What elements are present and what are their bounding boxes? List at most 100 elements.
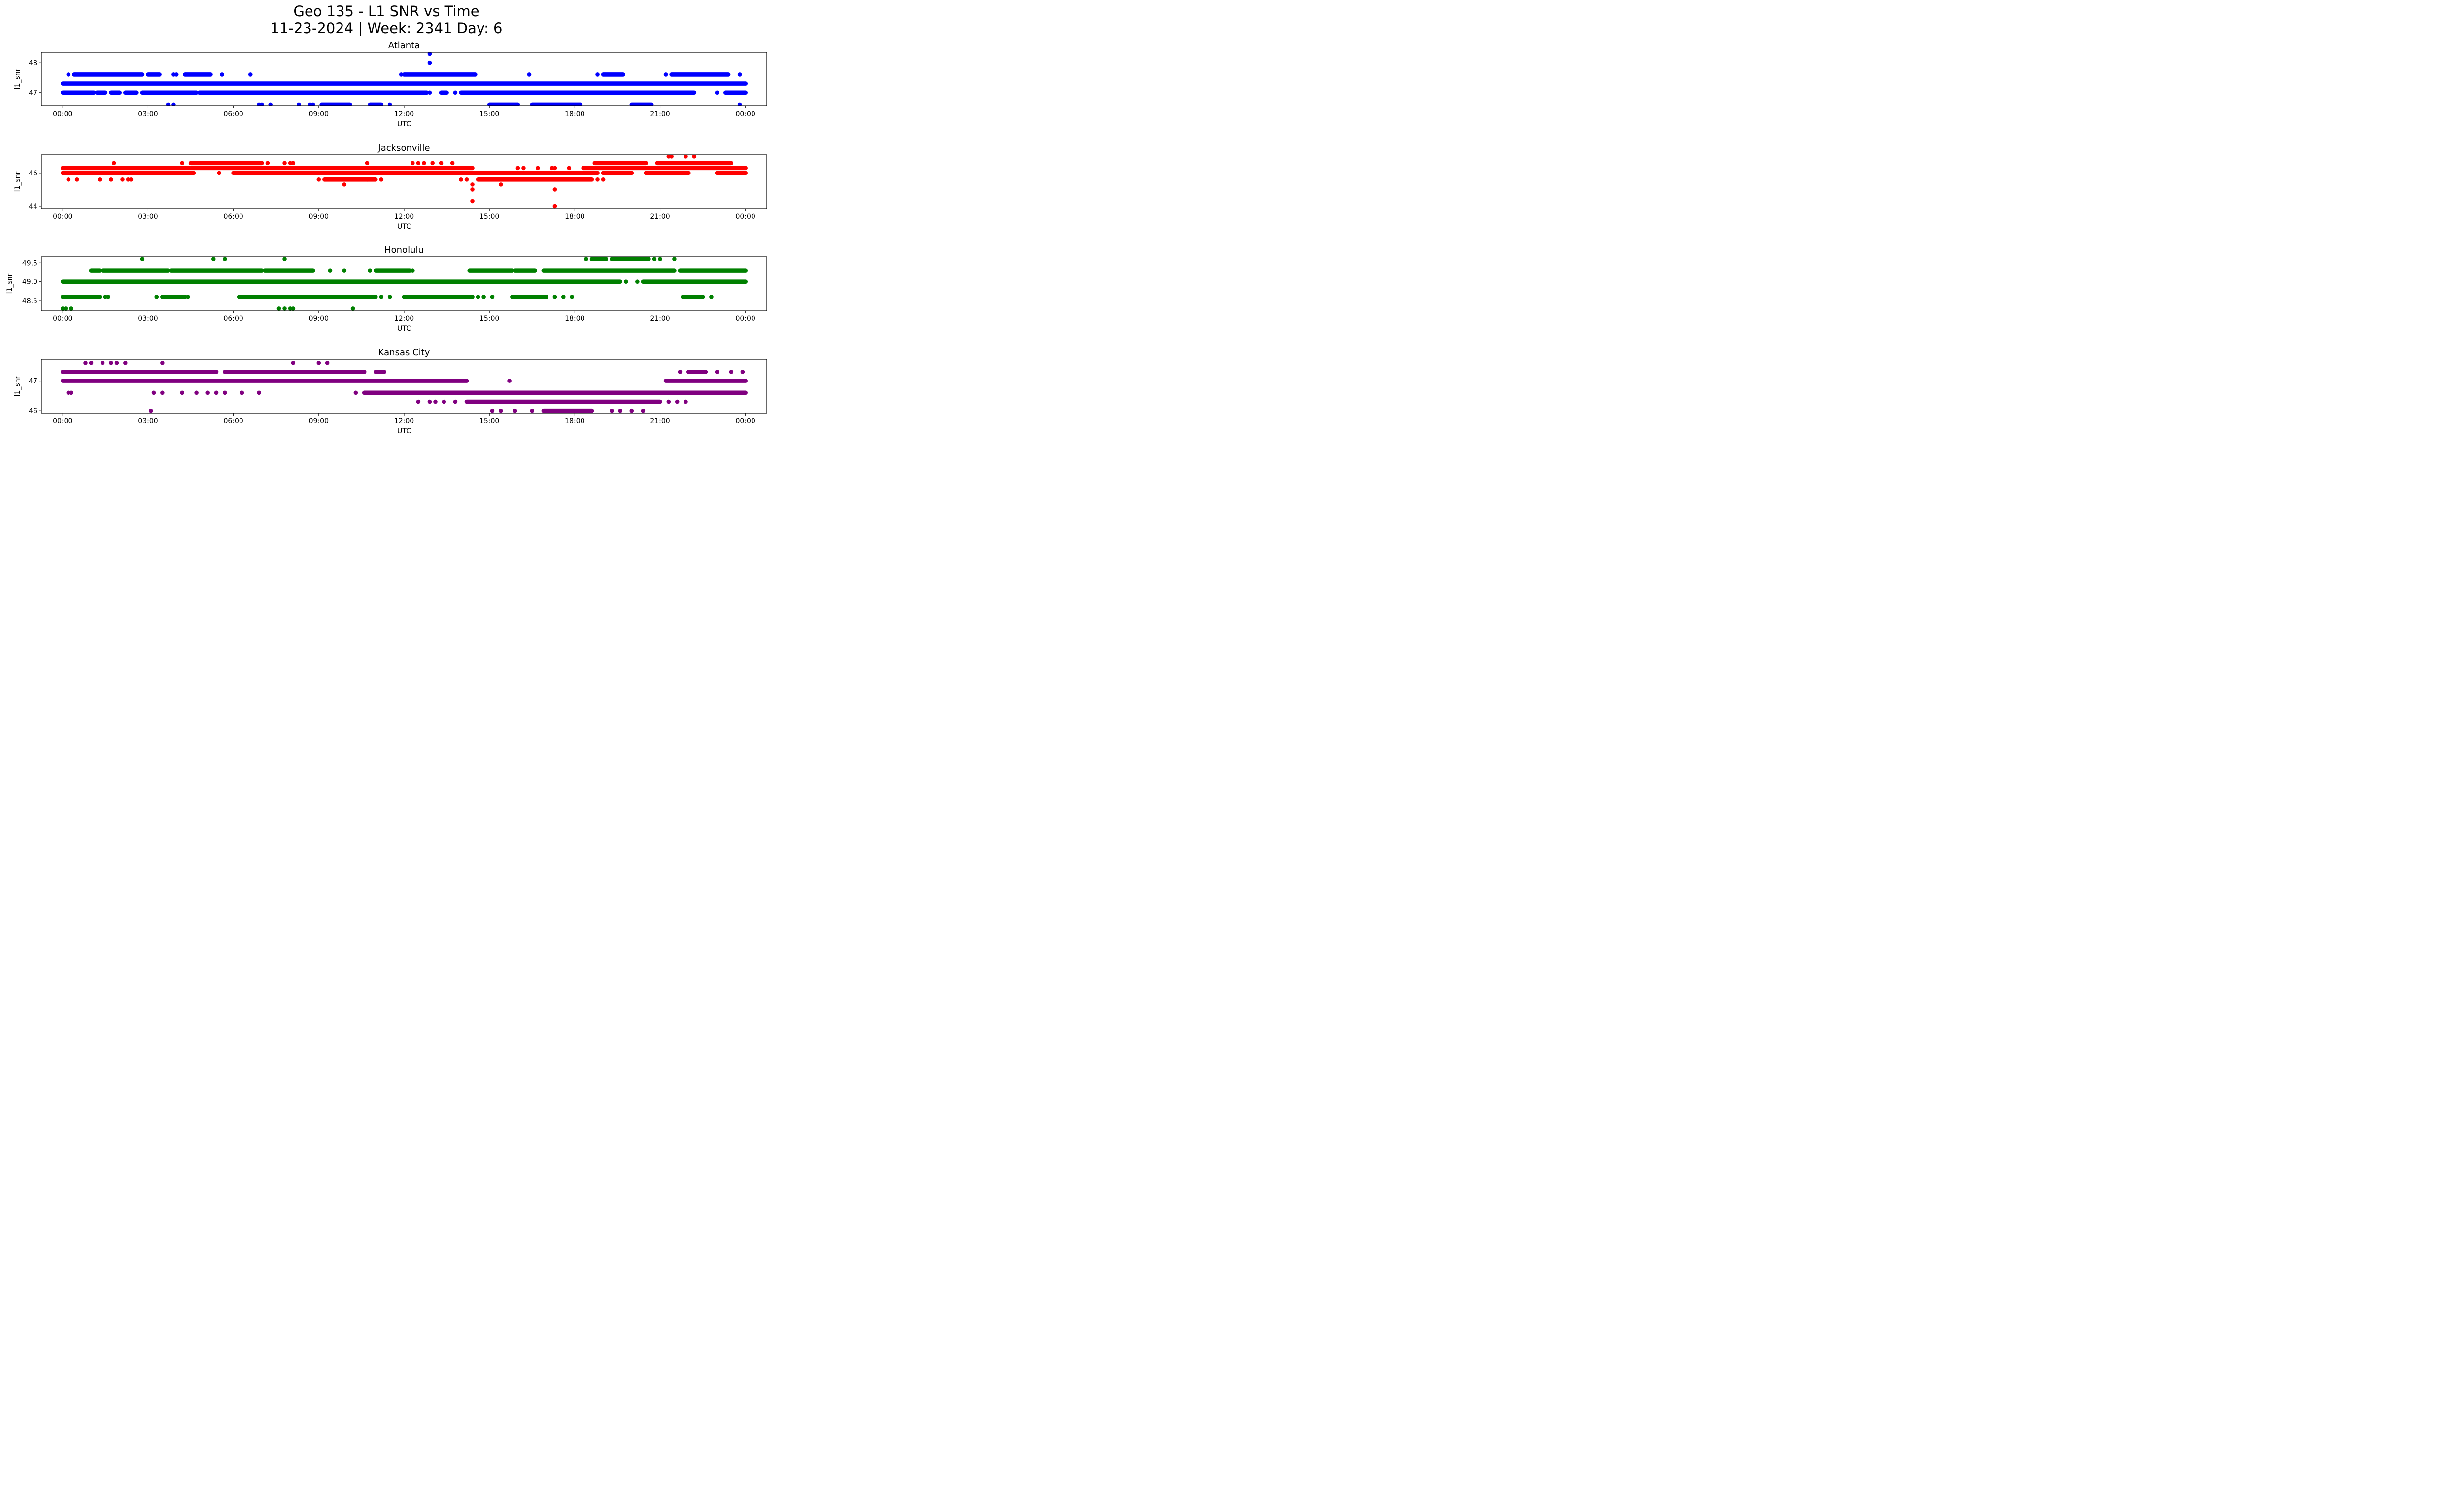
data-point (74, 177, 79, 182)
data-point (672, 257, 677, 261)
data-point-run (169, 268, 264, 273)
data-point (120, 177, 125, 182)
data-point (427, 52, 432, 56)
data-point (476, 295, 480, 299)
data-series (60, 155, 748, 209)
data-point-run (223, 370, 367, 374)
data-point-run (629, 102, 654, 106)
data-point-run (60, 90, 97, 95)
data-point-run (592, 161, 648, 166)
data-point (220, 72, 224, 77)
data-point (83, 360, 88, 365)
data-point (411, 268, 415, 273)
panel-honolulu: Honolulu 00:00 03:00 06:00 09:00 12:00 15:00 18… (6, 245, 767, 333)
data-point-run (100, 268, 171, 273)
data-point-run (476, 177, 594, 182)
data-point-run (601, 171, 634, 175)
data-point (675, 399, 680, 404)
x-tick-label: 18:00 (565, 213, 584, 221)
data-point (223, 390, 227, 395)
y-axis-label: l1_snr (14, 69, 22, 89)
data-series (60, 52, 748, 106)
data-point (663, 72, 668, 77)
data-point (365, 177, 370, 182)
panel-title: Atlanta (388, 40, 420, 51)
data-point-run (686, 370, 708, 374)
data-point (692, 155, 697, 159)
data-point-run (373, 268, 412, 273)
data-point (350, 306, 355, 311)
data-point (387, 102, 392, 106)
data-point (282, 257, 287, 261)
data-point (684, 399, 688, 404)
data-point (180, 390, 185, 395)
y-axis-label: l1_snr (6, 273, 14, 294)
data-point (297, 102, 301, 106)
x-tick-label: 06:00 (223, 110, 243, 118)
data-point (610, 408, 614, 413)
data-point-run (373, 370, 386, 374)
x-tick-label: 00:00 (736, 110, 755, 118)
data-point-run (319, 102, 352, 106)
data-point (240, 390, 244, 395)
panel-kansas-city: Kansas City 00:00 03:00 06:00 09:00 12:00 15:0… (14, 348, 767, 435)
x-axis-label: UTC (397, 427, 411, 435)
data-point-run (513, 268, 537, 273)
data-point (148, 408, 153, 413)
x-tick-label: 00:00 (736, 213, 755, 221)
data-point (260, 102, 264, 106)
data-point (561, 295, 566, 299)
figure-title-block: Geo 135 - L1 SNR vs Time 11-23-2024 | We… (0, 3, 773, 36)
data-point (715, 370, 719, 374)
data-point (629, 408, 634, 413)
x-tick-label: 18:00 (565, 315, 584, 323)
data-point-run (188, 161, 264, 166)
data-point (106, 295, 110, 299)
data-point (729, 370, 734, 374)
data-series (60, 257, 748, 311)
data-point (98, 177, 102, 182)
data-point (123, 360, 128, 365)
data-point (291, 360, 296, 365)
data-point (439, 161, 444, 166)
data-point (678, 370, 683, 374)
panel-title: Honolulu (384, 245, 424, 255)
data-point-run (60, 166, 475, 171)
data-point-run (669, 72, 731, 77)
x-tick-label: 03:00 (138, 417, 158, 425)
data-point (595, 177, 600, 182)
data-point-run (610, 257, 651, 261)
data-point-run (541, 268, 677, 273)
data-point-run (681, 295, 705, 299)
data-point-run (601, 72, 625, 77)
data-point (567, 166, 572, 171)
data-point (325, 360, 330, 365)
data-point (552, 204, 557, 209)
data-point-run (467, 268, 514, 273)
data-point-run (589, 257, 609, 261)
data-point (66, 72, 71, 77)
y-tick-label: 46 (29, 170, 37, 177)
data-point (282, 306, 287, 311)
data-point (740, 370, 745, 374)
data-point (368, 268, 373, 273)
data-point-run (237, 295, 378, 299)
data-point-run (644, 171, 691, 175)
data-point (194, 390, 199, 395)
x-axis-label: UTC (397, 120, 411, 128)
data-point-run (487, 102, 520, 106)
data-point (316, 177, 321, 182)
data-point (584, 257, 588, 261)
data-point (265, 161, 270, 166)
data-point (129, 177, 134, 182)
y-axis-label: l1_snr (14, 376, 22, 396)
data-point (427, 60, 432, 65)
x-tick-label: 00:00 (53, 417, 72, 425)
data-point (379, 177, 384, 182)
data-point-run (439, 90, 449, 95)
x-tick-label: 15:00 (479, 315, 499, 323)
data-point (635, 279, 640, 284)
x-tick-label: 18:00 (565, 417, 584, 425)
x-tick-label: 21:00 (650, 315, 670, 323)
data-point (109, 360, 113, 365)
